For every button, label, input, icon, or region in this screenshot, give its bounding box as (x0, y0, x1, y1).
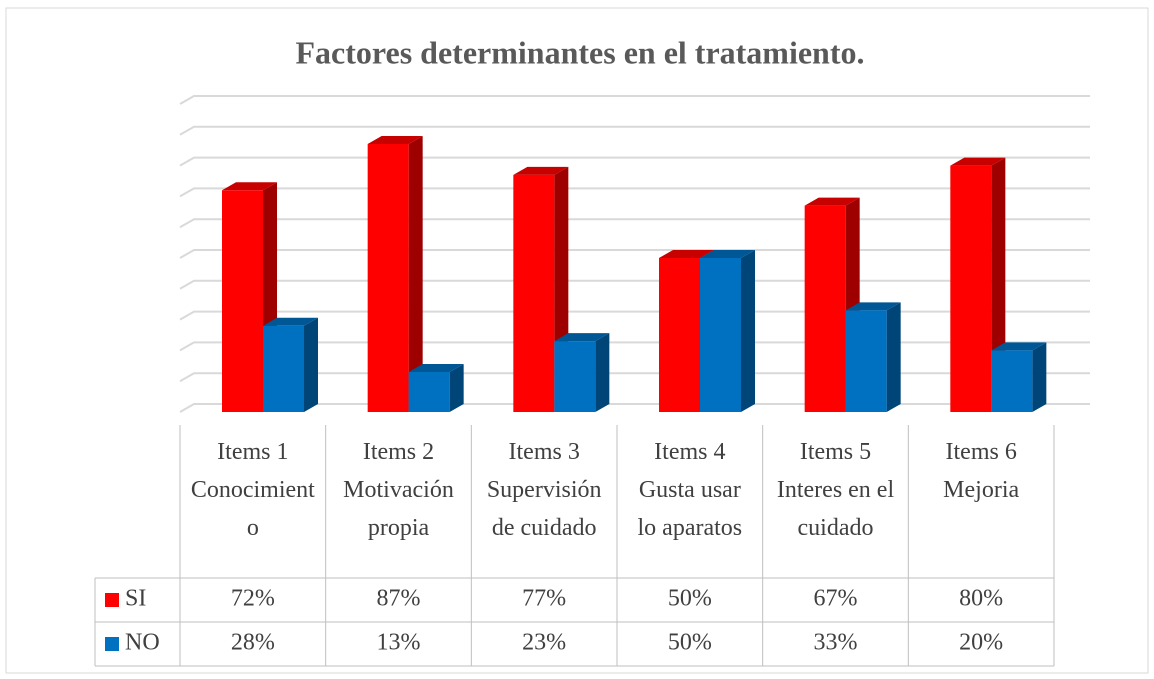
data-label: 77% (522, 586, 566, 612)
legend-swatch (105, 593, 119, 607)
grid-line (179, 310, 1090, 321)
grid-line (179, 218, 1090, 229)
data-label: 50% (668, 630, 712, 656)
data-label: 50% (668, 586, 712, 612)
data-label: 72% (231, 586, 275, 612)
grid-line (179, 341, 1090, 352)
bar (263, 317, 318, 412)
bar (408, 363, 464, 412)
chart-title: Factores determinantes en el tratamiento… (295, 34, 864, 70)
grid-line (179, 249, 1090, 259)
grid-line (179, 403, 1090, 413)
bar (845, 302, 901, 412)
legend-label: SI (125, 586, 146, 612)
data-label: 28% (231, 630, 275, 656)
data-label: 87% (377, 586, 421, 612)
x-tick-label: Items 1 Conocimient o (191, 439, 315, 541)
grid-line (179, 187, 1090, 198)
bar (554, 333, 610, 412)
bar (991, 342, 1047, 412)
bar (700, 250, 755, 412)
data-label: 13% (377, 630, 421, 656)
legend-swatch (105, 637, 119, 651)
data-label: 23% (522, 630, 566, 656)
grid-line (179, 372, 1090, 383)
data-label: 67% (814, 586, 858, 612)
data-label: 20% (959, 630, 1003, 656)
x-tick-label: Items 3 Supervisión de cuidado (487, 439, 602, 541)
grid-line (179, 125, 1090, 136)
x-tick-label: Items 6 Mejoria (943, 439, 1019, 503)
data-label: 80% (959, 586, 1003, 612)
legend-label: NO (125, 630, 160, 656)
bar (367, 136, 423, 413)
x-tick-label: Items 2 Motivación propia (343, 439, 454, 541)
data-label: 33% (814, 630, 858, 656)
x-tick-label: Items 5 Interes en el cuidado (777, 439, 895, 541)
grid-line (179, 95, 1090, 105)
grid-line (179, 156, 1090, 167)
grid-line (179, 279, 1090, 290)
x-tick-label: Items 4 Gusta usar lo aparatos (638, 439, 743, 541)
